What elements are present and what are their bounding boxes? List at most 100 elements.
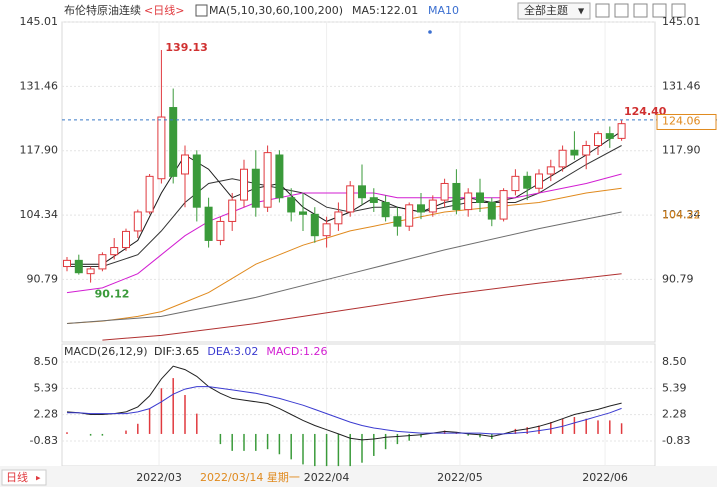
- candle-body: [287, 197, 296, 213]
- max-label: 139.13: [165, 41, 207, 54]
- ma10-label: MA10: [428, 4, 459, 17]
- icon-button[interactable]: [671, 3, 686, 18]
- last-price-label: 124.40: [624, 105, 667, 118]
- y-tick-label: 131.46: [662, 79, 701, 92]
- y-tick-label: 145.01: [20, 15, 59, 28]
- candle-body: [452, 182, 461, 211]
- candle-body: [393, 216, 402, 227]
- footer-period: 日线: [6, 470, 28, 484]
- indicator: MA(5,10,30,60,100,200): [209, 4, 343, 17]
- period-button[interactable]: [1, 469, 47, 486]
- y-tick-label: -0.83: [30, 434, 58, 447]
- candle-body: [535, 173, 543, 189]
- theme-button-label: 全部主题: [524, 3, 568, 17]
- candle-body: [74, 259, 83, 274]
- crosshair-date: 2022/03/14 星期一: [200, 471, 300, 484]
- price-tag: 104.22: [662, 209, 701, 222]
- macd-title: MACD(26,12,9): [64, 345, 148, 358]
- candle-body: [169, 107, 178, 177]
- candle-body: [322, 223, 331, 237]
- candle-body: [63, 259, 71, 268]
- icon-button[interactable]: [633, 3, 648, 18]
- macd-line: [66, 365, 622, 441]
- candle-body: [594, 133, 602, 147]
- candle-body: [299, 211, 307, 215]
- candle-body: [192, 154, 201, 208]
- candle-body: [240, 168, 248, 201]
- candle-body: [546, 166, 555, 175]
- candle-body: [511, 175, 520, 192]
- x-tick-label: 2022/05: [437, 471, 483, 484]
- candle-body: [204, 206, 213, 241]
- macd-legend: DEA:3.02: [207, 345, 258, 358]
- macd-line: [67, 386, 622, 435]
- candle-body: [122, 230, 130, 249]
- y-tick-label: 2.28: [662, 408, 687, 421]
- candle-body: [582, 145, 591, 156]
- ma-line: [102, 273, 622, 341]
- candle-body: [369, 197, 378, 203]
- candle-body: [617, 123, 626, 139]
- y-tick-label: 5.39: [662, 381, 687, 394]
- y-tick-label: 8.50: [662, 355, 687, 368]
- candle-body: [181, 154, 189, 175]
- candle-body: [558, 149, 567, 168]
- candle-body: [216, 220, 225, 241]
- min-label: 90.12: [95, 288, 130, 301]
- candle-body: [464, 192, 473, 211]
- theme-button[interactable]: [517, 2, 591, 20]
- candle-body: [570, 149, 579, 156]
- x-tick-label: 2022/06: [582, 471, 628, 484]
- candle-body: [145, 175, 154, 213]
- candle-body: [417, 204, 425, 213]
- y-tick-label: 90.79: [662, 272, 694, 285]
- candle-body: [523, 175, 532, 189]
- y-tick-label: 117.90: [20, 144, 59, 157]
- candle-body: [428, 199, 437, 213]
- y-tick-label: 131.46: [20, 79, 59, 92]
- dropdown-arrow: ▼: [578, 7, 585, 16]
- price-tag: 124.06: [662, 114, 701, 127]
- ma-line: [66, 211, 622, 324]
- candle-body: [157, 116, 166, 180]
- candle-body: [110, 247, 119, 256]
- candle-body: [358, 185, 366, 199]
- icon-button[interactable]: [595, 3, 610, 18]
- candle-body: [476, 192, 484, 203]
- period-arrow: ▸: [36, 474, 41, 484]
- marker: [428, 30, 432, 34]
- candle-body: [499, 190, 508, 220]
- candle-body: [275, 154, 284, 199]
- y-tick-label: 2.28: [34, 408, 59, 421]
- y-tick-label: 90.79: [27, 272, 59, 285]
- y-tick-label: 5.39: [34, 381, 59, 394]
- y-tick-label: 104.34: [662, 208, 701, 221]
- candle-body: [346, 185, 355, 213]
- candle-body: [381, 201, 390, 218]
- candle-body: [98, 254, 107, 270]
- candle-body: [310, 213, 319, 237]
- x-axis-band: [0, 466, 717, 487]
- icon-button[interactable]: [614, 3, 629, 18]
- candle-body: [86, 268, 95, 275]
- ma-line: [66, 187, 622, 324]
- candle-body: [228, 199, 237, 222]
- candle-body: [263, 152, 272, 208]
- period: <日线>: [144, 3, 184, 17]
- candle-body: [405, 204, 414, 227]
- ma-toggle[interactable]: [195, 4, 208, 17]
- macd-legend: MACD:1.26: [266, 345, 327, 358]
- y-tick-label: -0.83: [662, 434, 690, 447]
- x-tick-label: 2022/03: [136, 471, 182, 484]
- candle-body: [605, 133, 614, 139]
- price-tag-box: [656, 113, 717, 130]
- x-tick-label: 2022/04: [304, 471, 350, 484]
- candle-body: [133, 211, 142, 232]
- candle-body: [440, 182, 449, 201]
- y-tick-label: 145.01: [662, 15, 701, 28]
- y-tick-label: 117.90: [662, 144, 701, 157]
- icon-button[interactable]: [652, 3, 667, 18]
- y-tick-label: 8.50: [34, 355, 59, 368]
